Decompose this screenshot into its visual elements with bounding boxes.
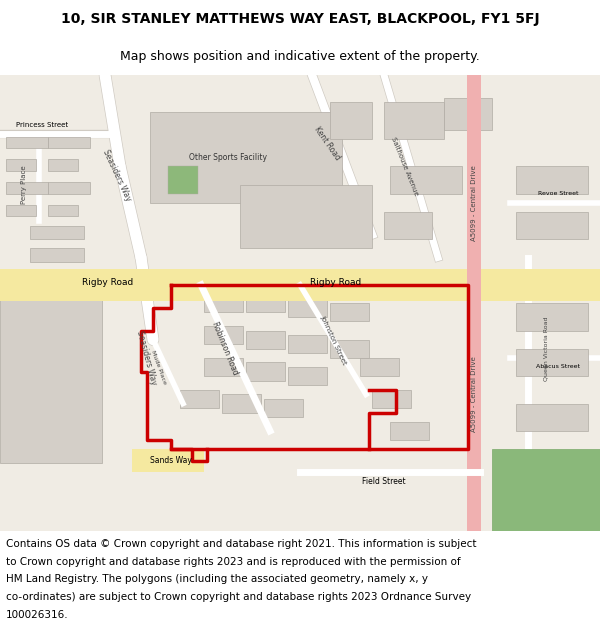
Bar <box>48 205 78 216</box>
Text: Perry Place: Perry Place <box>21 165 27 204</box>
Text: Queen Victoria Road: Queen Victoria Road <box>544 316 548 381</box>
Bar <box>168 166 198 194</box>
Bar <box>246 362 285 381</box>
Bar <box>246 331 285 349</box>
Bar <box>30 226 84 239</box>
Bar <box>204 326 243 344</box>
Text: Princess Street: Princess Street <box>16 122 68 128</box>
Bar <box>240 184 372 248</box>
Bar <box>6 182 48 194</box>
Bar <box>150 111 342 202</box>
Bar <box>330 303 369 321</box>
Text: Field Street: Field Street <box>362 476 406 486</box>
Bar <box>467 75 481 531</box>
Bar <box>204 358 243 376</box>
Bar <box>264 399 303 418</box>
Text: A5099 - Central Drive: A5099 - Central Drive <box>471 356 477 432</box>
Bar <box>48 159 78 171</box>
Bar <box>390 166 462 194</box>
Bar <box>360 358 399 376</box>
Text: Kent Road: Kent Road <box>312 125 342 162</box>
Text: Rigby Road: Rigby Road <box>310 278 362 287</box>
Bar <box>180 390 219 408</box>
Bar <box>288 335 327 353</box>
Text: Seasiders Way: Seasiders Way <box>101 148 133 202</box>
Text: Map shows position and indicative extent of the property.: Map shows position and indicative extent… <box>120 50 480 62</box>
Bar <box>0 269 600 301</box>
Bar <box>516 349 588 376</box>
Text: HM Land Registry. The polygons (including the associated geometry, namely x, y: HM Land Registry. The polygons (includin… <box>6 574 428 584</box>
Bar <box>288 299 327 317</box>
Bar <box>516 303 588 331</box>
Text: co-ordinates) are subject to Crown copyright and database rights 2023 Ordnance S: co-ordinates) are subject to Crown copyr… <box>6 592 471 602</box>
Text: A5099 - Central Drive: A5099 - Central Drive <box>471 165 477 241</box>
Text: Abacus Street: Abacus Street <box>536 364 580 369</box>
Bar <box>222 394 261 412</box>
Text: Revoe Street: Revoe Street <box>538 191 578 196</box>
Text: 10, SIR STANLEY MATTHEWS WAY EAST, BLACKPOOL, FY1 5FJ: 10, SIR STANLEY MATTHEWS WAY EAST, BLACK… <box>61 12 539 26</box>
Bar <box>48 137 90 148</box>
Bar <box>492 449 600 531</box>
Bar <box>6 159 36 171</box>
Text: Contains OS data © Crown copyright and database right 2021. This information is : Contains OS data © Crown copyright and d… <box>6 539 476 549</box>
Bar <box>204 294 243 312</box>
Text: Sands Way: Sands Way <box>150 456 192 465</box>
Bar <box>30 248 84 262</box>
Bar <box>444 98 492 130</box>
Bar <box>6 137 48 148</box>
Text: 100026316.: 100026316. <box>6 610 68 620</box>
Bar <box>0 299 102 462</box>
Bar <box>384 212 432 239</box>
Bar <box>330 102 372 139</box>
Text: Salthouse Avenue: Salthouse Avenue <box>391 136 419 196</box>
Text: Other Sports Facility: Other Sports Facility <box>189 152 267 162</box>
Bar <box>390 422 429 440</box>
Bar <box>48 182 90 194</box>
Bar <box>246 294 285 312</box>
Text: Rigby Road: Rigby Road <box>82 278 134 287</box>
Bar <box>330 339 369 358</box>
Bar <box>516 166 588 194</box>
Bar <box>132 449 204 472</box>
Bar <box>6 205 36 216</box>
Text: to Crown copyright and database rights 2023 and is reproduced with the permissio: to Crown copyright and database rights 2… <box>6 556 461 566</box>
Text: Johnston Street: Johnston Street <box>319 314 347 365</box>
Bar <box>516 212 588 239</box>
Bar <box>516 404 588 431</box>
Text: Robinson Road: Robinson Road <box>210 321 240 377</box>
Text: Seasiders Way: Seasiders Way <box>136 330 158 386</box>
Text: Mude Place: Mude Place <box>151 349 167 385</box>
Bar <box>372 390 411 408</box>
Bar <box>384 102 444 139</box>
Bar <box>288 367 327 385</box>
